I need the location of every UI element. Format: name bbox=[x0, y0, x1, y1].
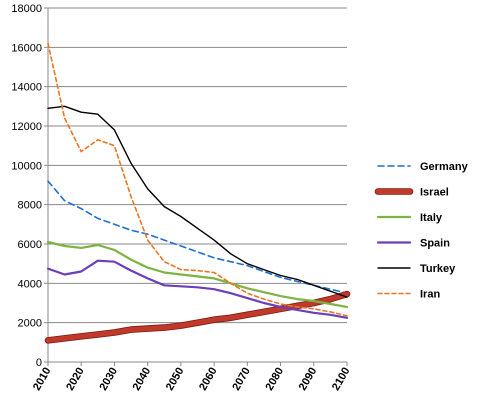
x-tick-label: 2100 bbox=[330, 366, 353, 393]
x-tick-label: 2060 bbox=[197, 366, 220, 393]
x-tick-label: 2070 bbox=[230, 366, 253, 393]
x-tick-label: 2040 bbox=[131, 366, 154, 393]
series-line-turkey bbox=[47, 105, 348, 298]
legend-label: Israel bbox=[420, 187, 449, 199]
legend: Germany Israel Italy Spain Turkey Iran bbox=[374, 161, 469, 301]
series-line-italy bbox=[46, 240, 349, 308]
y-tick-label: 16000 bbox=[11, 42, 42, 54]
y-tick-label: 18000 bbox=[11, 3, 42, 15]
x-tick-label: 2010 bbox=[31, 366, 54, 393]
x-tick-label: 2090 bbox=[297, 366, 320, 393]
y-tick-label: 6000 bbox=[18, 239, 42, 251]
legend-label: Turkey bbox=[420, 263, 456, 275]
y-tick-label: 14000 bbox=[11, 82, 42, 94]
y-tick-label: 10000 bbox=[11, 160, 42, 172]
series-line-israel bbox=[45, 291, 350, 343]
series-line-spain bbox=[46, 259, 349, 319]
x-tick-label: 2080 bbox=[264, 366, 287, 393]
y-tick-label: 2000 bbox=[18, 318, 42, 330]
series-line-germany bbox=[47, 180, 348, 295]
legend-label: Spain bbox=[420, 238, 450, 250]
legend-label: Italy bbox=[420, 212, 443, 224]
series-line-iran bbox=[47, 42, 348, 317]
y-tick-label: 12000 bbox=[11, 121, 42, 133]
y-tick-label: 0 bbox=[36, 357, 42, 369]
legend-label: Iran bbox=[420, 289, 440, 301]
legend-label: Germany bbox=[420, 161, 469, 173]
y-tick-label: 8000 bbox=[18, 200, 42, 212]
x-tick-label: 2050 bbox=[164, 366, 187, 393]
x-tick-label: 2030 bbox=[97, 366, 120, 393]
x-tick-label: 2020 bbox=[64, 366, 87, 393]
y-tick-label: 4000 bbox=[18, 278, 42, 290]
series-lines bbox=[44, 42, 351, 344]
